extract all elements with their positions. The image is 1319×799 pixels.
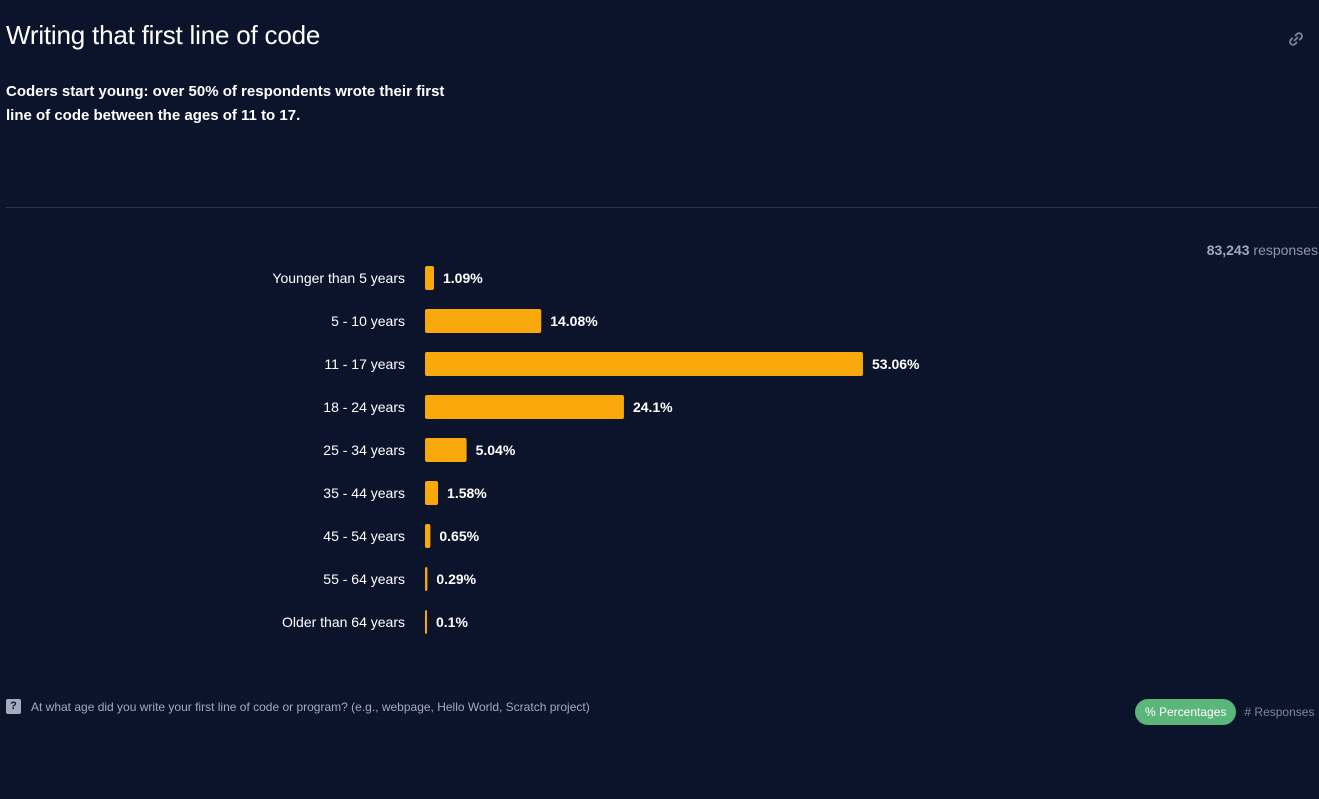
- bar[interactable]: [425, 481, 439, 505]
- responses-count: 83,243 responses: [1207, 242, 1318, 258]
- responses-label: responses: [1253, 242, 1318, 258]
- survey-question-text: At what age did you write your first lin…: [31, 699, 590, 714]
- bar-chart: Younger than 5 years 1.09% 5 - 10 years 14.…: [0, 260, 1319, 640]
- value-label: 5.04%: [476, 442, 516, 458]
- category-label: Older than 64 years: [282, 614, 405, 630]
- value-label: 14.08%: [550, 313, 598, 329]
- category-label: 25 - 34 years: [323, 442, 405, 458]
- bar[interactable]: [425, 266, 434, 290]
- display-toggle: % Percentages # Responses: [1135, 699, 1314, 725]
- value-label: 1.58%: [447, 485, 487, 501]
- survey-question: ? At what age did you write your first l…: [6, 699, 590, 714]
- category-label: 45 - 54 years: [323, 528, 405, 544]
- category-label: Younger than 5 years: [272, 270, 405, 286]
- link-icon[interactable]: [1286, 29, 1306, 49]
- bar[interactable]: [425, 567, 428, 591]
- value-label: 0.65%: [439, 528, 479, 544]
- page-title: Writing that first line of code: [6, 20, 321, 50]
- bar[interactable]: [425, 395, 624, 419]
- category-label: 5 - 10 years: [331, 313, 405, 329]
- question-icon: ?: [6, 699, 21, 714]
- category-label: 11 - 17 years: [324, 356, 405, 372]
- value-label: 0.29%: [436, 571, 476, 587]
- bar[interactable]: [425, 610, 427, 634]
- value-label: 0.1%: [436, 614, 468, 630]
- bar[interactable]: [425, 524, 431, 548]
- bar-chart-svg: Younger than 5 years 1.09% 5 - 10 years 14.…: [272, 266, 920, 634]
- value-label: 24.1%: [633, 399, 673, 415]
- bar[interactable]: [425, 352, 863, 376]
- value-label: 53.06%: [872, 356, 920, 372]
- category-label: 55 - 64 years: [323, 571, 405, 587]
- bar[interactable]: [425, 309, 542, 333]
- bar[interactable]: [425, 438, 467, 462]
- page-subtitle: Coders start young: over 50% of responde…: [6, 83, 445, 124]
- value-label: 1.09%: [443, 270, 483, 286]
- category-label: 18 - 24 years: [323, 399, 405, 415]
- responses-number: 83,243: [1206, 242, 1250, 258]
- toggle-responses[interactable]: # Responses: [1244, 705, 1315, 719]
- toggle-percentages[interactable]: % Percentages: [1135, 699, 1237, 725]
- divider: [6, 207, 1318, 208]
- category-label: 35 - 44 years: [323, 485, 405, 501]
